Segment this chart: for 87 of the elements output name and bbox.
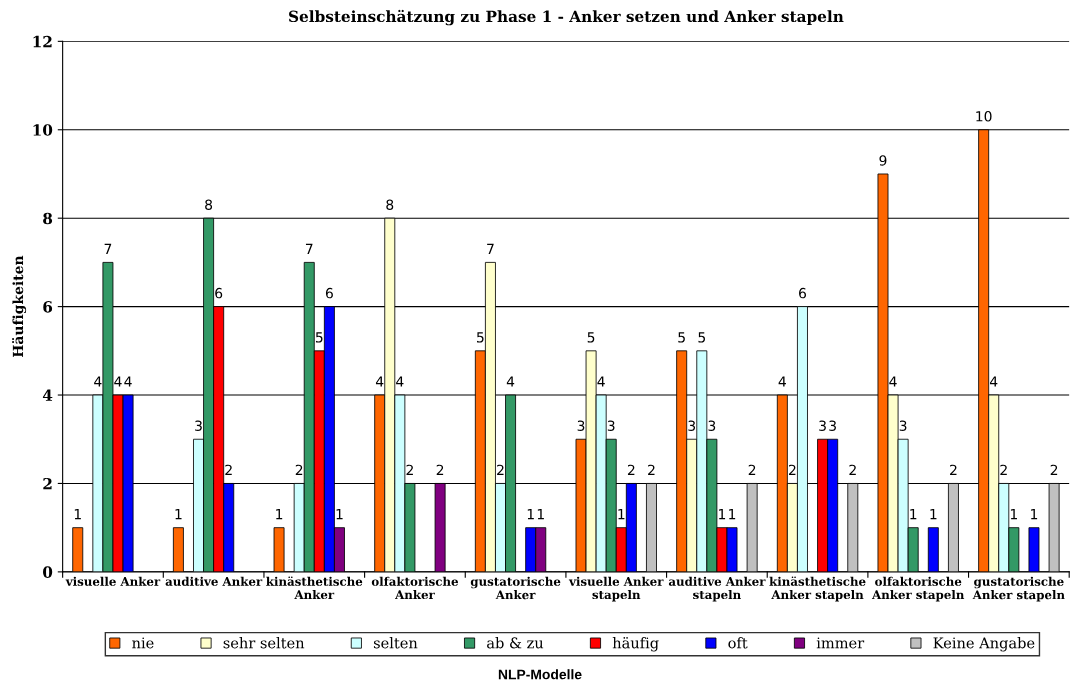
data-label: 1	[527, 509, 534, 520]
data-label: 7	[104, 243, 112, 254]
data-label: 2	[950, 464, 957, 475]
y-tick-label: 2	[43, 477, 52, 490]
data-label: 4	[506, 376, 515, 387]
y-tick-label: 12	[33, 35, 52, 48]
legend-label: selten	[373, 637, 418, 649]
y-tick-label: 6	[43, 301, 53, 313]
data-label: 9	[879, 155, 887, 166]
data-label: 2	[849, 464, 856, 475]
data-label: 2	[1050, 464, 1058, 475]
x-tick-label: kinästhetische Anker	[266, 576, 363, 600]
data-label: 3	[899, 420, 907, 431]
data-label: 3	[688, 420, 696, 431]
data-label: 1	[276, 509, 283, 520]
data-label: 2	[225, 464, 232, 475]
data-label: 7	[305, 243, 313, 254]
data-label: 1	[537, 509, 544, 520]
data-label: 5	[698, 332, 706, 343]
data-label: 2	[648, 464, 655, 475]
data-label: 2	[748, 464, 756, 475]
data-label: 4	[375, 376, 384, 387]
data-label: 1	[930, 509, 937, 520]
data-label: 1	[336, 509, 343, 520]
data-label: 1	[1010, 509, 1017, 520]
data-label: 4	[989, 376, 998, 387]
legend-label: immer	[816, 637, 865, 649]
data-label: 3	[819, 420, 826, 431]
data-label: 5	[678, 332, 685, 343]
data-label: 1	[1031, 509, 1038, 520]
y-tick-label: 8	[43, 212, 53, 225]
chart-title: Selbsteinschätzung zu Phase 1 - Anker setzen und Anker stapeln	[289, 9, 844, 26]
data-label: 3	[195, 420, 202, 431]
data-label: 4	[889, 376, 897, 387]
x-axis-title: NLP-Modelle	[498, 669, 582, 680]
data-label: 3	[607, 420, 615, 431]
data-label: 2	[627, 464, 635, 475]
data-label: 5	[587, 332, 595, 343]
data-label: 6	[325, 287, 333, 299]
data-label: 1	[719, 509, 726, 520]
legend-label: Keine Angabe	[933, 637, 1035, 652]
data-label: 2	[406, 464, 413, 475]
data-label: 1	[175, 509, 182, 520]
data-label: 8	[205, 199, 213, 210]
legend-label: sehr selten	[223, 637, 305, 649]
data-label: 4	[597, 376, 605, 387]
data-label: 6	[215, 287, 223, 299]
data-label: 4	[124, 376, 132, 387]
legend-label: nie	[132, 637, 154, 649]
x-tick-label: auditive Anker stapeln	[668, 576, 766, 602]
data-label: 2	[295, 464, 303, 475]
x-tick-label: olfaktorische Anker	[371, 576, 459, 600]
y-tick-label: 4	[42, 389, 53, 401]
data-label: 4	[94, 376, 102, 387]
x-tick-label: auditive Anker	[165, 576, 263, 586]
data-label: 8	[386, 199, 394, 210]
data-label: 2	[789, 464, 796, 475]
x-tick-label: kinästhetische Anker stapeln	[769, 576, 866, 602]
data-label: 2	[436, 464, 444, 475]
data-label: 1	[618, 509, 625, 520]
y-axis-title: Häufigkeiten	[12, 255, 27, 358]
x-tick-label: gustatorische Anker stapeln	[972, 576, 1065, 602]
data-label: 10	[976, 111, 992, 122]
y-tick-label: 0	[43, 566, 53, 578]
x-tick-label: visuelle Anker stapeln	[568, 576, 664, 602]
data-label: 4	[396, 376, 404, 387]
y-tick-label: 10	[33, 124, 53, 136]
data-label: 3	[829, 420, 836, 431]
data-label: 4	[114, 376, 122, 387]
data-label: 1	[910, 509, 917, 520]
legend-label: ab & zu	[487, 637, 544, 649]
data-label: 2	[1000, 464, 1007, 475]
x-tick-label: olfaktorische Anker stapeln	[871, 576, 965, 602]
data-label: 4	[778, 376, 786, 387]
x-tick-label: visuelle Anker	[65, 576, 161, 586]
data-label: 7	[487, 243, 494, 254]
data-label: 2	[497, 464, 504, 475]
data-label: 3	[708, 420, 716, 431]
legend-label: häufig	[612, 637, 659, 652]
data-label: 3	[577, 420, 585, 431]
x-tick-label: gustatorische Anker	[470, 576, 561, 600]
data-label: 5	[315, 332, 323, 343]
data-label: 1	[729, 509, 736, 520]
data-label: 5	[477, 332, 484, 343]
data-label: 6	[799, 287, 807, 299]
data-label: 1	[74, 509, 81, 520]
legend-label: oft	[728, 637, 748, 649]
